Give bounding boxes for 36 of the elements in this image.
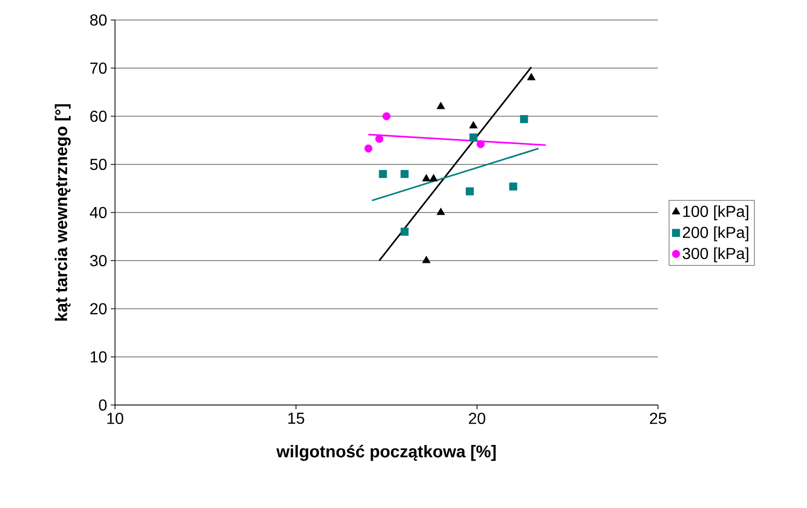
x-tick-label: 20 bbox=[468, 412, 486, 424]
y-tick-label: 0 bbox=[98, 399, 107, 411]
legend-label: 100 [kPa] bbox=[683, 205, 748, 220]
point bbox=[436, 102, 445, 110]
legend-label: 200 [kPa] bbox=[682, 226, 748, 242]
point bbox=[378, 170, 387, 178]
y-tick-label: 80 bbox=[90, 14, 107, 26]
point bbox=[400, 228, 409, 236]
point bbox=[520, 115, 528, 124]
point bbox=[509, 182, 518, 191]
point bbox=[382, 112, 391, 120]
y-tick-label: 70 bbox=[90, 62, 107, 74]
point bbox=[400, 170, 409, 178]
y-tick-label: 30 bbox=[90, 254, 107, 266]
y-axis-title: kąt tarcia wewnętrznego [°] bbox=[54, 104, 71, 321]
y-tick-label: 10 bbox=[90, 351, 107, 363]
point bbox=[422, 256, 431, 264]
point bbox=[466, 187, 474, 196]
point bbox=[469, 133, 478, 142]
y-tick-label: 20 bbox=[90, 303, 107, 314]
x-tick-label: 10 bbox=[107, 412, 124, 424]
point bbox=[375, 134, 384, 143]
y-tick-label: 50 bbox=[90, 158, 107, 170]
x-tick-label: 15 bbox=[288, 412, 304, 424]
y-tick-label: 40 bbox=[90, 206, 107, 218]
point bbox=[429, 174, 438, 182]
legend-label: 300 [kPa] bbox=[682, 247, 748, 262]
x-axis-title: wilgotność początkowa [%] bbox=[276, 444, 496, 461]
point bbox=[422, 174, 431, 182]
point bbox=[476, 140, 485, 148]
point bbox=[527, 72, 536, 80]
x-tick-label: 25 bbox=[650, 412, 666, 424]
point bbox=[436, 208, 445, 215]
point bbox=[469, 121, 478, 128]
point bbox=[364, 144, 372, 152]
y-tick-label: 60 bbox=[90, 110, 107, 122]
